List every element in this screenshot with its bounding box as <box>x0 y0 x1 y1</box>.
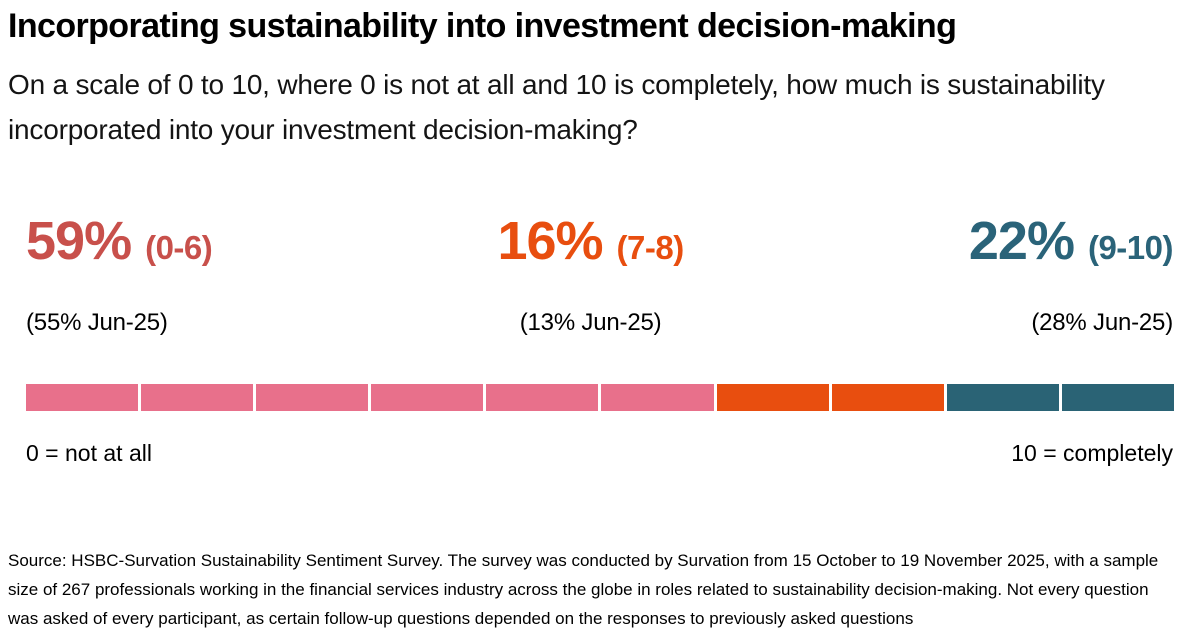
stats-row: 59% (0-6) (55% Jun-25) 16% (7-8) (13% Jun-… <box>0 210 1200 337</box>
stat-value-0-6: 59% <box>26 210 132 271</box>
scale-max-label: 10 = completely <box>1011 439 1173 466</box>
stat-range-0-6: (0-6) <box>145 228 213 266</box>
stat-group-0-6: 59% (0-6) (55% Jun-25) <box>26 210 213 337</box>
stat-range-7-8: (7-8) <box>616 228 685 266</box>
page-title: Incorporating sustainability into invest… <box>8 7 957 45</box>
header: Incorporating sustainability into invest… <box>0 0 1200 152</box>
stat-value-9-10: 22% <box>968 210 1075 271</box>
scale-bar <box>26 383 1174 411</box>
stat-previous-0-6: (55% Jun-25) <box>26 308 168 336</box>
scale-labels: 0 = not at all 10 = completely <box>0 439 1200 467</box>
bar-segment-score-7-8 <box>831 383 944 411</box>
bar-segment-score-0-6 <box>601 383 714 411</box>
bar-segment-score-7-8 <box>716 383 829 411</box>
bar-segment-score-0-6 <box>371 383 484 411</box>
stat-value-7-8: 16% <box>497 210 603 271</box>
stat-previous-9-10: (28% Jun-25) <box>1031 308 1173 336</box>
bar-segment-score-9-10 <box>1061 383 1174 411</box>
bar-segment-score-0-6 <box>486 383 599 411</box>
stat-group-9-10: 22% (9-10) (28% Jun-25) <box>968 210 1174 337</box>
bar-segment-score-0-6 <box>26 383 139 411</box>
stat-range-9-10: (9-10) <box>1087 228 1174 266</box>
bar-segment-score-0-6 <box>256 383 369 411</box>
bar-segment-score-9-10 <box>946 383 1059 411</box>
survey-question: On a scale of 0 to 10, where 0 is not at… <box>8 68 1105 145</box>
scale-min-label: 0 = not at all <box>26 439 152 466</box>
bar-segment-score-0-6 <box>141 383 254 411</box>
stat-previous-7-8: (13% Jun-25) <box>519 308 662 336</box>
stat-group-7-8: 16% (7-8) (13% Jun-25) <box>497 210 685 337</box>
source-note: Source: HSBC-Survation Sustainability Se… <box>8 550 1159 628</box>
